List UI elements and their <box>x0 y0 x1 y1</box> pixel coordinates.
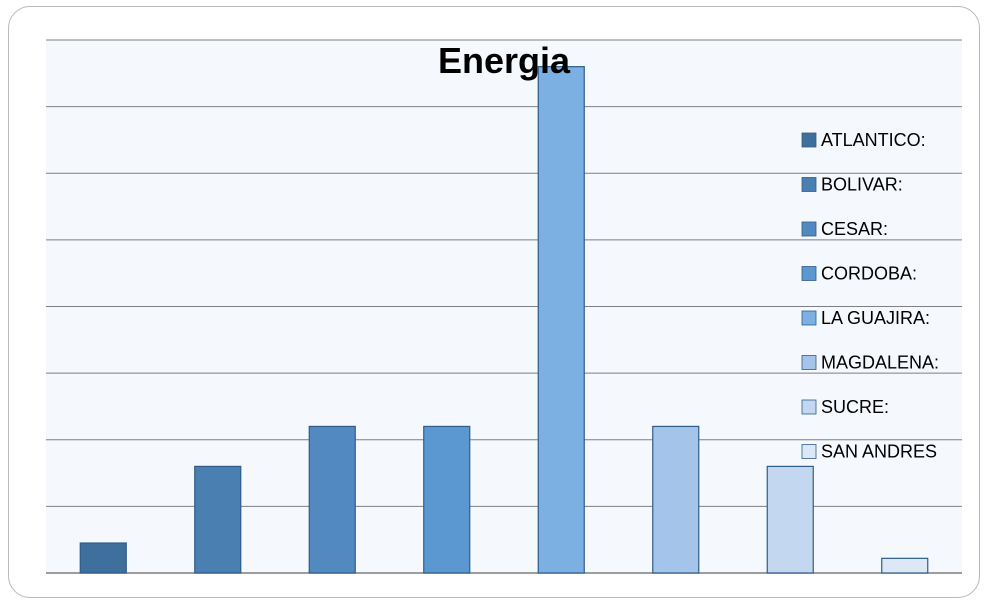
legend-label: ATLANTICO: <box>821 130 926 150</box>
legend-label: LA GUAJIRA: <box>821 308 930 328</box>
legend-label: SUCRE: <box>821 397 889 417</box>
bar-bolivar <box>195 466 241 573</box>
legend-swatch <box>802 356 816 370</box>
legend-swatch <box>802 178 816 192</box>
legend-swatch <box>802 311 816 325</box>
legend-label: SAN ANDRES <box>821 442 937 462</box>
legend-swatch <box>802 222 816 236</box>
legend-label: CESAR: <box>821 219 888 239</box>
bar-cesar <box>309 426 355 573</box>
legend-swatch <box>802 267 816 281</box>
legend-swatch <box>802 445 816 459</box>
bar-magdalena <box>653 426 699 573</box>
legend-swatch <box>802 133 816 147</box>
bar-san-andres <box>882 558 928 573</box>
bar-sucre <box>767 466 813 573</box>
legend-label: BOLIVAR: <box>821 175 903 195</box>
bar-cordoba <box>424 426 470 573</box>
bar-atlantico <box>80 543 126 573</box>
legend-swatch <box>802 400 816 414</box>
legend-label: MAGDALENA: <box>821 353 939 373</box>
legend-label: CORDOBA: <box>821 264 917 284</box>
chart-title: Energia <box>438 40 571 81</box>
bar-la-guajira <box>538 67 584 573</box>
